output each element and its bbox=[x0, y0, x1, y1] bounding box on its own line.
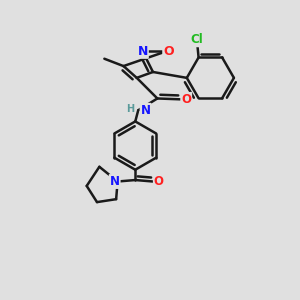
Text: O: O bbox=[181, 93, 191, 106]
Text: O: O bbox=[163, 45, 174, 58]
Text: N: N bbox=[141, 104, 151, 117]
Text: O: O bbox=[154, 175, 164, 188]
Text: H: H bbox=[126, 104, 134, 114]
Text: Cl: Cl bbox=[191, 33, 203, 46]
Text: N: N bbox=[110, 175, 120, 188]
Text: N: N bbox=[137, 45, 148, 58]
